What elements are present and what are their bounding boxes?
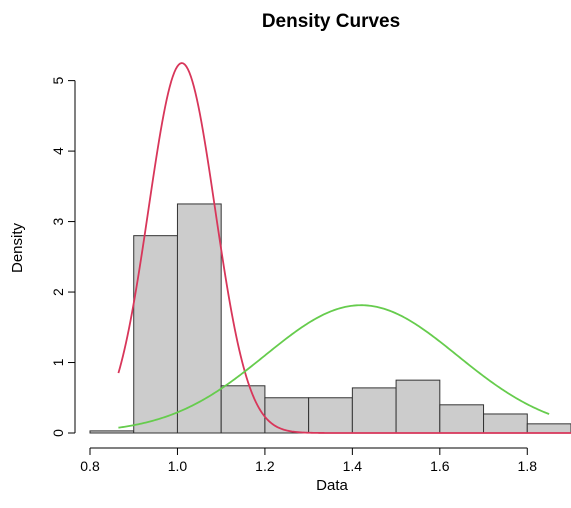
histogram-bar xyxy=(395,379,441,434)
x-tick-label: 1.0 xyxy=(168,458,188,474)
chart-title: Density Curves xyxy=(262,11,400,32)
histogram-bar xyxy=(439,404,485,434)
y-axis: 0 1 2 3 4 5 xyxy=(50,77,76,437)
histogram-bar xyxy=(483,413,528,434)
y-tick-label: 0 xyxy=(50,429,66,437)
histogram-bar xyxy=(308,397,353,434)
histogram-bars xyxy=(89,203,571,434)
histogram-bar xyxy=(526,423,571,434)
x-tick-label: 1.2 xyxy=(255,458,275,474)
histogram-bar xyxy=(220,385,266,434)
histogram-bar xyxy=(351,387,397,434)
histogram-bar xyxy=(176,203,222,434)
histogram-bar xyxy=(89,430,135,434)
y-tick-label: 2 xyxy=(50,288,66,296)
density-curves xyxy=(117,62,571,434)
density-curve-2 xyxy=(118,304,550,429)
y-tick-label: 3 xyxy=(50,217,66,225)
x-axis: 0.8 1.0 1.2 1.4 1.6 1.8 xyxy=(80,447,538,474)
histogram-bar xyxy=(264,397,310,434)
y-tick-label: 1 xyxy=(50,358,66,366)
x-tick-label: 1.8 xyxy=(518,458,538,474)
y-tick-label: 5 xyxy=(50,77,66,85)
x-tick-label: 1.6 xyxy=(430,458,450,474)
x-tick-label: 0.8 xyxy=(80,458,100,474)
y-tick-label: 4 xyxy=(50,147,66,155)
x-axis-label: Data xyxy=(316,477,348,494)
density-curve-1 xyxy=(117,62,571,434)
histogram-bar xyxy=(133,235,178,434)
x-tick-label: 1.4 xyxy=(343,458,363,474)
y-axis-label: Density xyxy=(9,222,26,273)
